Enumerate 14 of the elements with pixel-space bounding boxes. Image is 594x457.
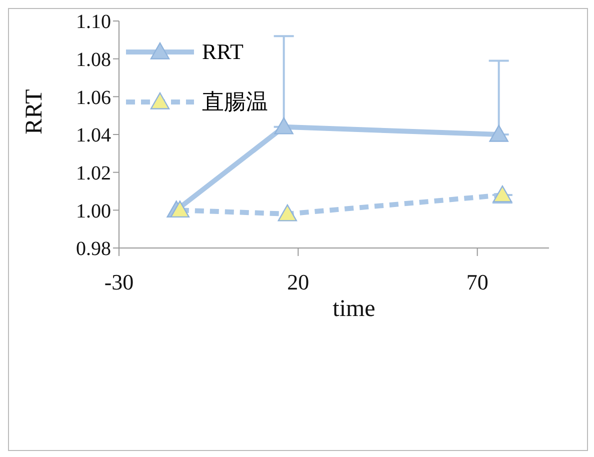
y-tick-label: 0.98 <box>76 238 111 260</box>
x-tick-label: 70 <box>466 270 488 295</box>
legend-label: RRT <box>202 39 244 65</box>
y-tick-label: 1.10 <box>76 11 111 34</box>
y-tick-label: 1.04 <box>76 124 111 147</box>
y-axis-title: RRT <box>22 88 48 134</box>
y-tick-label: 1.06 <box>76 86 111 109</box>
x-tick-label: 20 <box>287 270 310 295</box>
x-tick-label: -30 <box>104 270 134 295</box>
x-axis-title: time <box>332 296 376 322</box>
legend-label: 直腸温 <box>202 88 268 116</box>
y-tick-label: 1.00 <box>76 200 111 222</box>
y-tick-label: 1.08 <box>76 48 111 71</box>
y-tick-label: 1.02 <box>76 162 111 184</box>
